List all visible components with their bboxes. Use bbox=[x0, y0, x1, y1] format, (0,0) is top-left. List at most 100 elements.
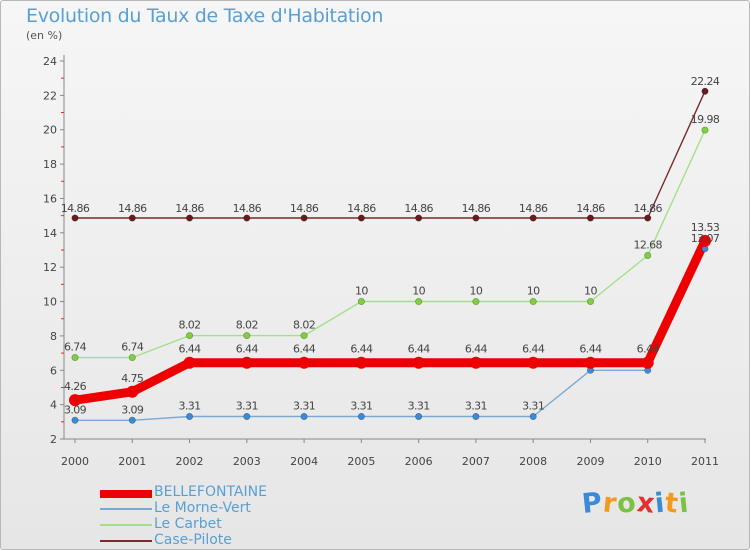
series-line-le-morne-vert bbox=[74, 248, 706, 421]
y-tick-label: 16 bbox=[43, 192, 57, 205]
data-label-le-morne-vert: 3.31 bbox=[522, 399, 544, 412]
data-label-le-carbet: 10 bbox=[527, 285, 540, 298]
y-tick-label: 8 bbox=[50, 330, 57, 343]
data-point-le-morne-vert bbox=[529, 412, 537, 420]
data-point-bellefontaine bbox=[469, 356, 482, 369]
data-point-le-carbet bbox=[357, 298, 365, 306]
proxiti-logo: Proxiti bbox=[580, 487, 692, 520]
data-label-le-carbet: 10 bbox=[412, 285, 425, 298]
data-point-le-carbet bbox=[701, 126, 709, 134]
legend-label: Le Morne-Vert bbox=[154, 500, 251, 516]
data-point-case-pilote bbox=[300, 214, 308, 222]
data-label-case-pilote: 14.86 bbox=[462, 202, 491, 215]
data-label-bellefontaine: 4.26 bbox=[64, 380, 87, 393]
x-tick-label: 2005 bbox=[347, 455, 375, 468]
data-point-case-pilote bbox=[701, 87, 709, 95]
data-label-case-pilote: 22.24 bbox=[691, 75, 720, 88]
data-point-le-morne-vert bbox=[415, 412, 423, 420]
data-label-case-pilote: 14.86 bbox=[61, 202, 90, 215]
data-point-case-pilote bbox=[128, 214, 136, 222]
x-tick-label: 2008 bbox=[519, 455, 547, 468]
y-tick-label: 10 bbox=[43, 296, 57, 309]
data-label-le-carbet: 10 bbox=[355, 285, 368, 298]
data-label-le-morne-vert: 3.09 bbox=[121, 403, 144, 416]
data-point-le-morne-vert bbox=[186, 412, 194, 420]
x-tick-label: 2002 bbox=[176, 455, 204, 468]
y-tick-label: 20 bbox=[43, 124, 57, 137]
x-tick-label: 2004 bbox=[290, 455, 318, 468]
data-point-bellefontaine bbox=[126, 385, 139, 398]
data-label-le-carbet: 12.68 bbox=[633, 238, 662, 251]
data-label-case-pilote: 14.86 bbox=[633, 202, 662, 215]
data-label-bellefontaine: 6.44 bbox=[465, 343, 488, 356]
data-point-le-carbet bbox=[128, 354, 136, 362]
data-point-bellefontaine bbox=[699, 234, 711, 247]
data-point-le-carbet bbox=[300, 332, 308, 340]
series-line-case-pilote bbox=[74, 90, 706, 219]
chart-title: Evolution du Taux de Taxe d'Habitation bbox=[26, 5, 384, 27]
series-line-le-carbet bbox=[74, 129, 706, 359]
data-label-le-carbet: 6.74 bbox=[121, 341, 144, 354]
data-label-le-carbet: 8.02 bbox=[178, 319, 200, 332]
data-label-bellefontaine: 6.44 bbox=[408, 343, 431, 356]
data-point-case-pilote bbox=[472, 214, 480, 222]
data-point-case-pilote bbox=[415, 214, 423, 222]
data-point-bellefontaine bbox=[240, 356, 253, 369]
data-label-bellefontaine: 4.75 bbox=[121, 372, 144, 385]
data-label-le-carbet: 8.02 bbox=[236, 319, 258, 332]
data-point-case-pilote bbox=[644, 214, 652, 222]
data-point-bellefontaine bbox=[527, 356, 540, 369]
data-point-le-carbet bbox=[586, 298, 594, 306]
data-point-le-carbet bbox=[472, 298, 480, 306]
data-label-le-carbet: 10 bbox=[470, 285, 483, 298]
data-label-le-morne-vert: 3.09 bbox=[64, 403, 87, 416]
legend-swatch bbox=[100, 540, 152, 542]
data-points bbox=[69, 87, 711, 424]
y-tick-label: 14 bbox=[43, 227, 57, 240]
data-point-le-morne-vert bbox=[300, 412, 308, 420]
data-point-case-pilote bbox=[243, 214, 251, 222]
y-tick-label: 24 bbox=[43, 55, 57, 68]
x-tick-label: 2000 bbox=[61, 455, 89, 468]
x-tick-label: 2010 bbox=[634, 455, 662, 468]
data-label-bellefontaine: 6.44 bbox=[236, 343, 259, 356]
data-point-le-morne-vert bbox=[472, 412, 480, 420]
data-label-le-carbet: 10 bbox=[584, 285, 597, 298]
data-point-bellefontaine bbox=[355, 356, 368, 369]
x-tick-label: 2009 bbox=[576, 455, 604, 468]
data-point-bellefontaine bbox=[298, 356, 311, 369]
y-tick-label: 6 bbox=[50, 364, 57, 377]
data-label-le-morne-vert: 3.31 bbox=[465, 399, 487, 412]
series-lines bbox=[70, 90, 710, 421]
data-label-case-pilote: 14.86 bbox=[118, 202, 147, 215]
data-label-case-pilote: 14.86 bbox=[576, 202, 605, 215]
x-tick-label: 2001 bbox=[118, 455, 146, 468]
data-label-case-pilote: 14.86 bbox=[233, 202, 262, 215]
legend-swatch bbox=[100, 524, 152, 526]
data-point-bellefontaine bbox=[584, 356, 597, 369]
y-tick-label: 4 bbox=[50, 399, 57, 412]
y-tick-label: 12 bbox=[43, 261, 57, 274]
data-label-le-morne-vert: 3.31 bbox=[293, 399, 315, 412]
data-label-case-pilote: 14.86 bbox=[347, 202, 376, 215]
data-label-le-carbet: 19.98 bbox=[691, 113, 720, 126]
data-label-le-morne-vert: 3.31 bbox=[178, 399, 200, 412]
legend-label: BELLEFONTAINE bbox=[154, 484, 267, 500]
data-label-bellefontaine: 6.44 bbox=[637, 343, 660, 356]
data-label-bellefontaine: 6.44 bbox=[579, 343, 602, 356]
data-label-bellefontaine: 6.44 bbox=[178, 343, 201, 356]
data-point-le-morne-vert bbox=[357, 412, 365, 420]
data-point-le-carbet bbox=[186, 332, 194, 340]
logo-letter: i bbox=[677, 487, 692, 520]
data-label-case-pilote: 14.86 bbox=[290, 202, 319, 215]
x-tick-label: 2006 bbox=[405, 455, 433, 468]
data-label-bellefontaine: 6.44 bbox=[293, 343, 316, 356]
data-label-le-carbet: 6.74 bbox=[64, 341, 87, 354]
data-point-le-morne-vert bbox=[243, 412, 251, 420]
data-point-le-carbet bbox=[71, 354, 79, 362]
data-point-case-pilote bbox=[586, 214, 594, 222]
data-point-le-carbet bbox=[243, 332, 251, 340]
data-label-case-pilote: 14.86 bbox=[519, 202, 548, 215]
